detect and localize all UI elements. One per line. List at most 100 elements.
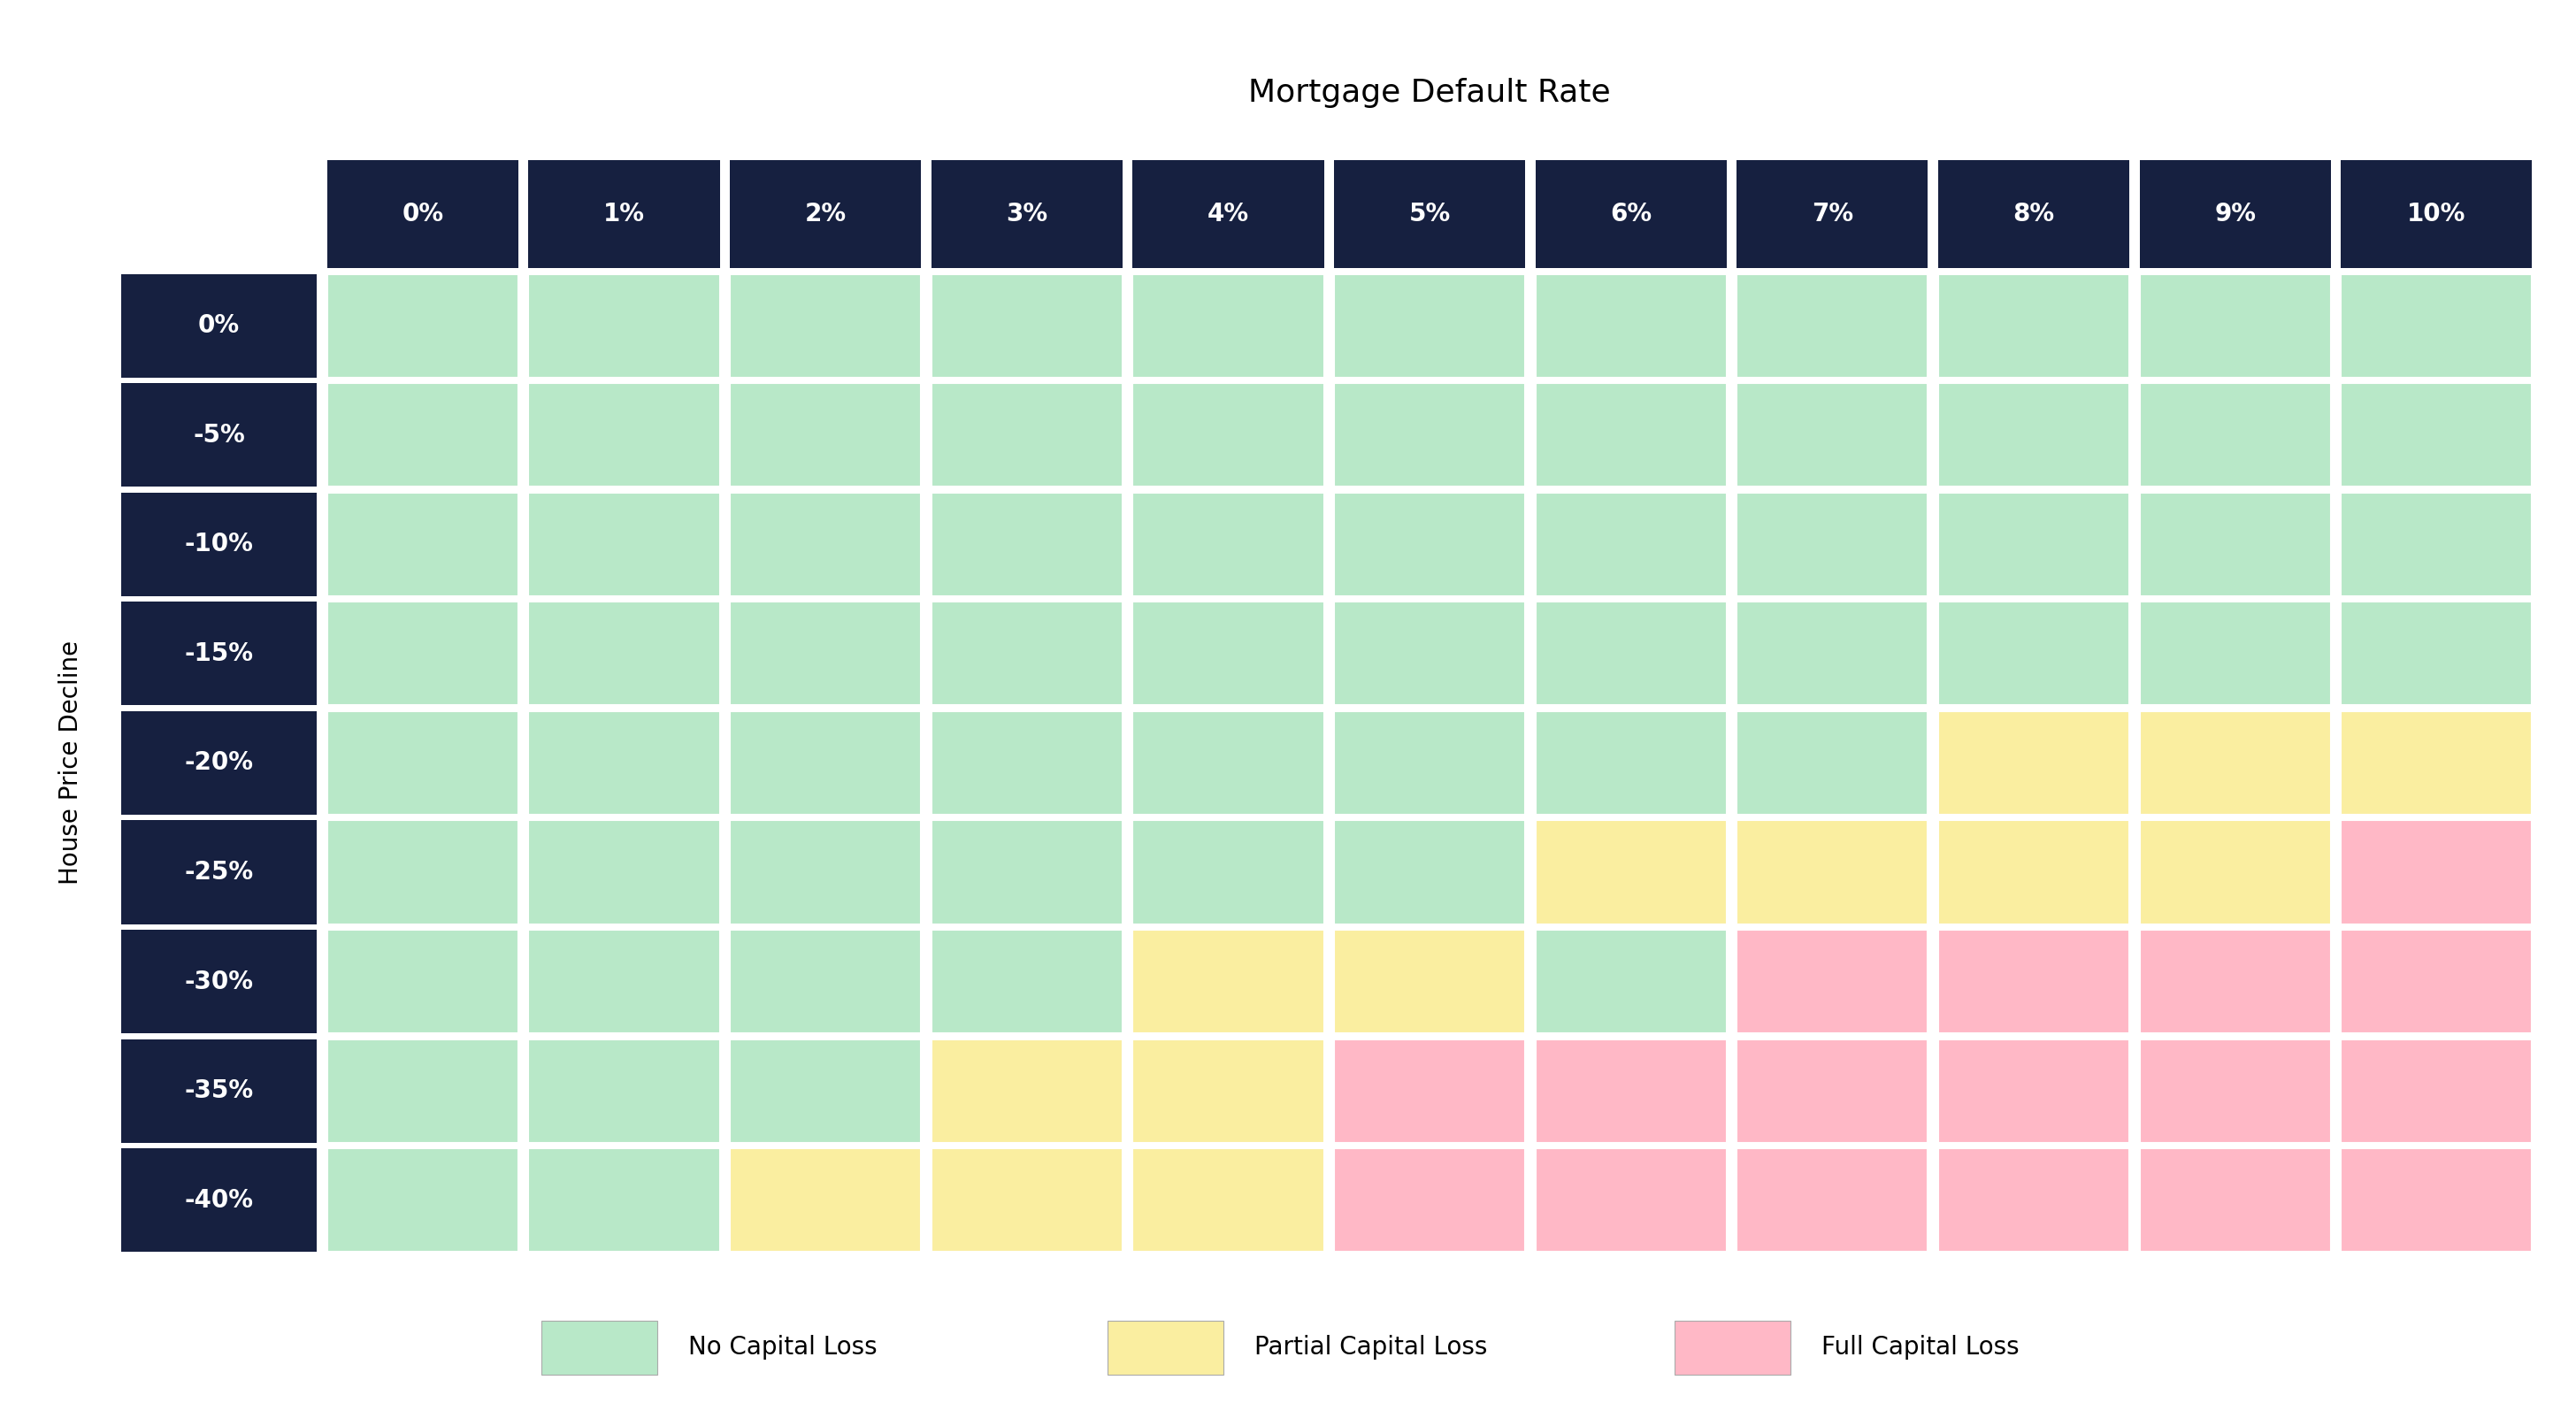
FancyBboxPatch shape <box>327 712 518 814</box>
FancyBboxPatch shape <box>2342 712 2532 814</box>
FancyBboxPatch shape <box>729 274 922 378</box>
Text: 3%: 3% <box>1007 201 1048 227</box>
Text: -40%: -40% <box>185 1188 252 1212</box>
FancyBboxPatch shape <box>1937 160 2130 268</box>
FancyBboxPatch shape <box>1133 930 1324 1034</box>
FancyBboxPatch shape <box>1334 160 1525 268</box>
Text: -20%: -20% <box>185 750 252 776</box>
Text: 0%: 0% <box>402 201 443 227</box>
FancyBboxPatch shape <box>1334 492 1525 596</box>
Text: -25%: -25% <box>185 860 252 884</box>
FancyBboxPatch shape <box>2141 1148 2331 1252</box>
FancyBboxPatch shape <box>1334 602 1525 706</box>
FancyBboxPatch shape <box>1937 712 2130 814</box>
FancyBboxPatch shape <box>327 384 518 486</box>
FancyBboxPatch shape <box>1736 160 1927 268</box>
FancyBboxPatch shape <box>1937 1148 2130 1252</box>
FancyBboxPatch shape <box>528 274 719 378</box>
FancyBboxPatch shape <box>2141 820 2331 924</box>
FancyBboxPatch shape <box>729 820 922 924</box>
FancyBboxPatch shape <box>1937 820 2130 924</box>
FancyBboxPatch shape <box>1736 274 1927 378</box>
FancyBboxPatch shape <box>1937 274 2130 378</box>
FancyBboxPatch shape <box>327 602 518 706</box>
FancyBboxPatch shape <box>2141 160 2331 268</box>
FancyBboxPatch shape <box>1133 384 1324 486</box>
Text: Full Capital Loss: Full Capital Loss <box>1821 1335 2020 1360</box>
FancyBboxPatch shape <box>2141 384 2331 486</box>
Text: 1%: 1% <box>603 201 644 227</box>
FancyBboxPatch shape <box>1133 1148 1324 1252</box>
FancyBboxPatch shape <box>121 384 317 486</box>
FancyBboxPatch shape <box>1334 1148 1525 1252</box>
FancyBboxPatch shape <box>121 820 317 924</box>
FancyBboxPatch shape <box>729 712 922 814</box>
FancyBboxPatch shape <box>121 1040 317 1142</box>
Text: 4%: 4% <box>1208 201 1249 227</box>
FancyBboxPatch shape <box>933 384 1123 486</box>
FancyBboxPatch shape <box>528 160 719 268</box>
Text: 2%: 2% <box>804 201 848 227</box>
FancyBboxPatch shape <box>2342 160 2532 268</box>
FancyBboxPatch shape <box>1674 1320 1790 1375</box>
Text: No Capital Loss: No Capital Loss <box>688 1335 876 1360</box>
FancyBboxPatch shape <box>1736 384 1927 486</box>
FancyBboxPatch shape <box>1736 1040 1927 1142</box>
Text: -30%: -30% <box>185 970 252 994</box>
FancyBboxPatch shape <box>2342 384 2532 486</box>
FancyBboxPatch shape <box>1535 930 1726 1034</box>
Text: -15%: -15% <box>185 642 252 666</box>
FancyBboxPatch shape <box>1937 384 2130 486</box>
FancyBboxPatch shape <box>121 602 317 706</box>
FancyBboxPatch shape <box>1133 492 1324 596</box>
FancyBboxPatch shape <box>1133 820 1324 924</box>
FancyBboxPatch shape <box>729 930 922 1034</box>
FancyBboxPatch shape <box>1334 384 1525 486</box>
FancyBboxPatch shape <box>729 492 922 596</box>
FancyBboxPatch shape <box>528 602 719 706</box>
FancyBboxPatch shape <box>933 712 1123 814</box>
FancyBboxPatch shape <box>933 160 1123 268</box>
FancyBboxPatch shape <box>2141 1040 2331 1142</box>
FancyBboxPatch shape <box>1535 492 1726 596</box>
FancyBboxPatch shape <box>933 930 1123 1034</box>
FancyBboxPatch shape <box>327 492 518 596</box>
FancyBboxPatch shape <box>1736 1148 1927 1252</box>
FancyBboxPatch shape <box>121 274 317 378</box>
FancyBboxPatch shape <box>729 160 922 268</box>
FancyBboxPatch shape <box>2141 274 2331 378</box>
FancyBboxPatch shape <box>528 712 719 814</box>
Text: -35%: -35% <box>185 1078 252 1104</box>
FancyBboxPatch shape <box>2342 492 2532 596</box>
FancyBboxPatch shape <box>327 1148 518 1252</box>
FancyBboxPatch shape <box>528 492 719 596</box>
FancyBboxPatch shape <box>1535 712 1726 814</box>
Text: -10%: -10% <box>185 532 252 556</box>
FancyBboxPatch shape <box>2342 1148 2532 1252</box>
FancyBboxPatch shape <box>1535 384 1726 486</box>
FancyBboxPatch shape <box>1334 274 1525 378</box>
FancyBboxPatch shape <box>933 602 1123 706</box>
FancyBboxPatch shape <box>2141 492 2331 596</box>
FancyBboxPatch shape <box>1535 160 1726 268</box>
FancyBboxPatch shape <box>1133 712 1324 814</box>
FancyBboxPatch shape <box>1133 1040 1324 1142</box>
Text: Mortgage Default Rate: Mortgage Default Rate <box>1249 77 1610 108</box>
FancyBboxPatch shape <box>1937 492 2130 596</box>
Text: -5%: -5% <box>193 422 245 448</box>
FancyBboxPatch shape <box>1937 930 2130 1034</box>
FancyBboxPatch shape <box>1535 820 1726 924</box>
FancyBboxPatch shape <box>2342 930 2532 1034</box>
FancyBboxPatch shape <box>1937 1040 2130 1142</box>
FancyBboxPatch shape <box>1133 602 1324 706</box>
FancyBboxPatch shape <box>933 820 1123 924</box>
FancyBboxPatch shape <box>1133 160 1324 268</box>
FancyBboxPatch shape <box>528 820 719 924</box>
FancyBboxPatch shape <box>729 1040 922 1142</box>
FancyBboxPatch shape <box>1334 930 1525 1034</box>
FancyBboxPatch shape <box>1535 274 1726 378</box>
Text: 9%: 9% <box>2215 201 2257 227</box>
FancyBboxPatch shape <box>327 1040 518 1142</box>
FancyBboxPatch shape <box>1334 1040 1525 1142</box>
Text: Partial Capital Loss: Partial Capital Loss <box>1255 1335 1486 1360</box>
